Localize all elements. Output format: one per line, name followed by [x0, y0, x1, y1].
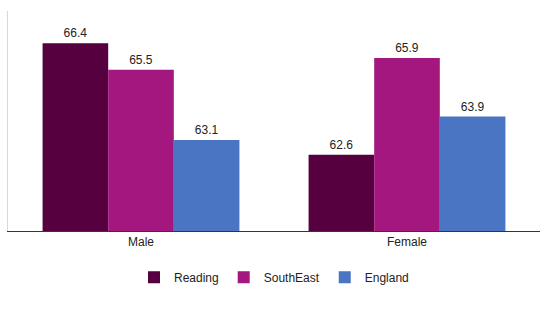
svg-text:62.6: 62.6 [330, 138, 354, 152]
svg-text:63.9: 63.9 [461, 100, 485, 114]
svg-text:SouthEast: SouthEast [264, 271, 320, 285]
svg-text:Reading: Reading [174, 271, 219, 285]
svg-text:63.1: 63.1 [195, 123, 219, 137]
svg-text:Male: Male [128, 235, 154, 249]
svg-text:England: England [365, 271, 409, 285]
svg-text:65.5: 65.5 [129, 53, 153, 67]
svg-text:Female: Female [387, 235, 427, 249]
svg-text:65.9: 65.9 [395, 41, 419, 55]
svg-text:66.4: 66.4 [64, 26, 88, 40]
